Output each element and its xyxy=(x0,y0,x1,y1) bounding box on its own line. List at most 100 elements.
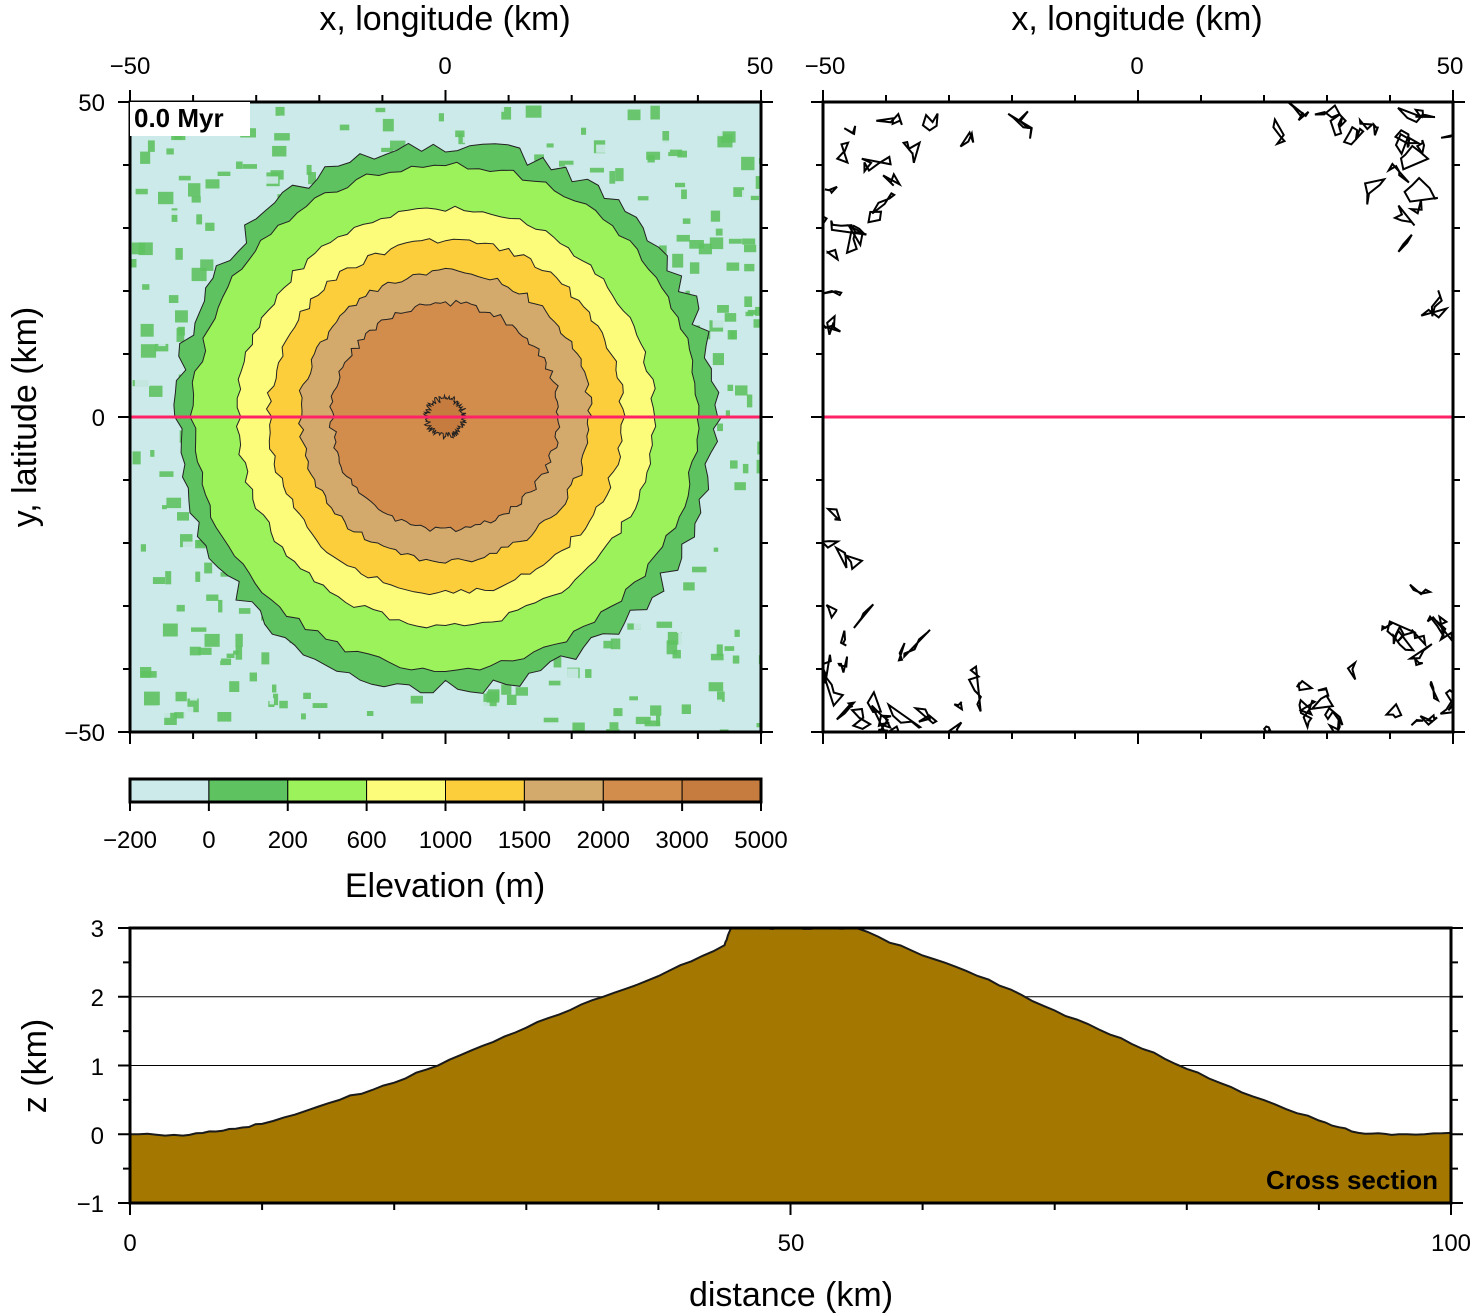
noise-patch xyxy=(725,410,730,416)
noise-patch xyxy=(130,259,137,268)
noise-patch xyxy=(750,195,759,201)
noise-patch xyxy=(553,656,562,668)
contour-line xyxy=(1298,699,1317,717)
noise-patch xyxy=(235,646,243,660)
noise-patch xyxy=(438,113,444,122)
noise-patch xyxy=(728,238,742,244)
noise-patch xyxy=(572,722,585,732)
noise-patch xyxy=(162,728,172,732)
noise-patch xyxy=(195,571,201,582)
noise-patch xyxy=(146,272,162,284)
map-x-tick-left: −50 xyxy=(110,53,151,80)
contour-line xyxy=(1426,614,1449,637)
noise-patch xyxy=(356,106,368,118)
noise-patch xyxy=(650,105,660,120)
contour-line xyxy=(866,689,883,714)
colorbar-swatch xyxy=(287,778,368,803)
noise-patch xyxy=(575,689,591,694)
noise-patch xyxy=(159,471,174,477)
noise-patch xyxy=(646,619,656,628)
noise-patch xyxy=(479,711,485,724)
noise-patch xyxy=(543,695,552,710)
noise-patch xyxy=(205,179,220,189)
map-y-axis-label: y, latitude (km) xyxy=(6,307,44,527)
noise-patch xyxy=(659,605,667,615)
noise-patch xyxy=(191,627,207,632)
cs-x-tick-100: 100 xyxy=(1431,1230,1471,1257)
colorbar-tick-label: 1500 xyxy=(498,827,551,854)
noise-patch xyxy=(711,699,722,706)
time-label-box xyxy=(130,102,250,136)
noise-patch xyxy=(741,156,755,171)
noise-patch xyxy=(568,116,578,125)
noise-patch xyxy=(204,633,220,647)
noise-patch xyxy=(730,674,746,687)
noise-patch xyxy=(386,110,398,120)
map-x-axis-label: x, longitude (km) xyxy=(319,0,570,38)
noise-patch xyxy=(710,210,721,222)
noise-patch xyxy=(644,720,660,727)
noise-patch xyxy=(181,572,196,584)
colorbar-swatch xyxy=(129,778,210,803)
contour-line xyxy=(1324,706,1344,726)
noise-patch xyxy=(666,640,678,655)
noise-patch xyxy=(681,704,691,714)
noise-patch xyxy=(608,691,625,696)
noise-patch xyxy=(375,107,386,113)
contour-line xyxy=(1295,679,1315,692)
noise-patch xyxy=(751,329,761,339)
noise-patch xyxy=(726,262,740,271)
noise-patch xyxy=(140,151,151,164)
contour-minor-ticks xyxy=(811,90,1465,744)
cs-x-axis-label: distance (km) xyxy=(689,1276,893,1314)
noise-patch xyxy=(160,275,169,284)
noise-patch xyxy=(742,190,748,204)
contour-line xyxy=(959,129,975,148)
noise-patch xyxy=(609,722,619,730)
noise-patch xyxy=(501,107,512,120)
noise-patch xyxy=(724,646,735,651)
noise-patch xyxy=(235,633,243,647)
contour-line xyxy=(837,656,849,673)
contour-x-tick-right: 50 xyxy=(1437,53,1464,80)
noise-patch xyxy=(735,385,748,396)
noise-patch xyxy=(479,127,489,136)
contour-x-axis-label: x, longitude (km) xyxy=(1011,0,1262,38)
noise-patch xyxy=(656,715,661,726)
contour-line xyxy=(1329,113,1347,137)
noise-patch xyxy=(137,580,146,594)
noise-patch xyxy=(717,423,723,432)
contour-line xyxy=(1430,290,1443,317)
noise-patch xyxy=(288,126,298,134)
noise-patch xyxy=(132,553,148,565)
noise-patch xyxy=(730,460,738,469)
noise-patch xyxy=(720,131,736,143)
noise-patch xyxy=(144,691,160,706)
contour-line xyxy=(825,507,842,522)
noise-patch xyxy=(183,706,194,721)
noise-patch xyxy=(747,149,757,156)
noise-patch xyxy=(546,143,554,148)
noise-patch xyxy=(134,375,150,387)
noise-patch xyxy=(133,131,148,143)
contour-line xyxy=(1410,629,1427,648)
noise-patch xyxy=(182,541,193,553)
noise-patch xyxy=(670,703,678,714)
noise-patch xyxy=(176,604,185,612)
noise-patch xyxy=(175,248,183,260)
noise-patch xyxy=(174,712,186,719)
noise-patch xyxy=(410,695,423,704)
noise-patch xyxy=(312,703,328,708)
noise-patch xyxy=(254,675,263,690)
colorbar-swatches xyxy=(129,778,762,803)
noise-patch xyxy=(311,664,318,673)
noise-patch xyxy=(181,287,189,297)
noise-patch xyxy=(311,711,325,723)
contour-line xyxy=(953,701,964,712)
contour-line xyxy=(826,313,836,336)
contour-line xyxy=(1286,102,1310,122)
noise-patch xyxy=(274,133,290,141)
noise-patch xyxy=(562,141,575,155)
cs-y-axis-label: z (km) xyxy=(16,1019,54,1113)
cross-section-profile xyxy=(130,928,1451,1203)
